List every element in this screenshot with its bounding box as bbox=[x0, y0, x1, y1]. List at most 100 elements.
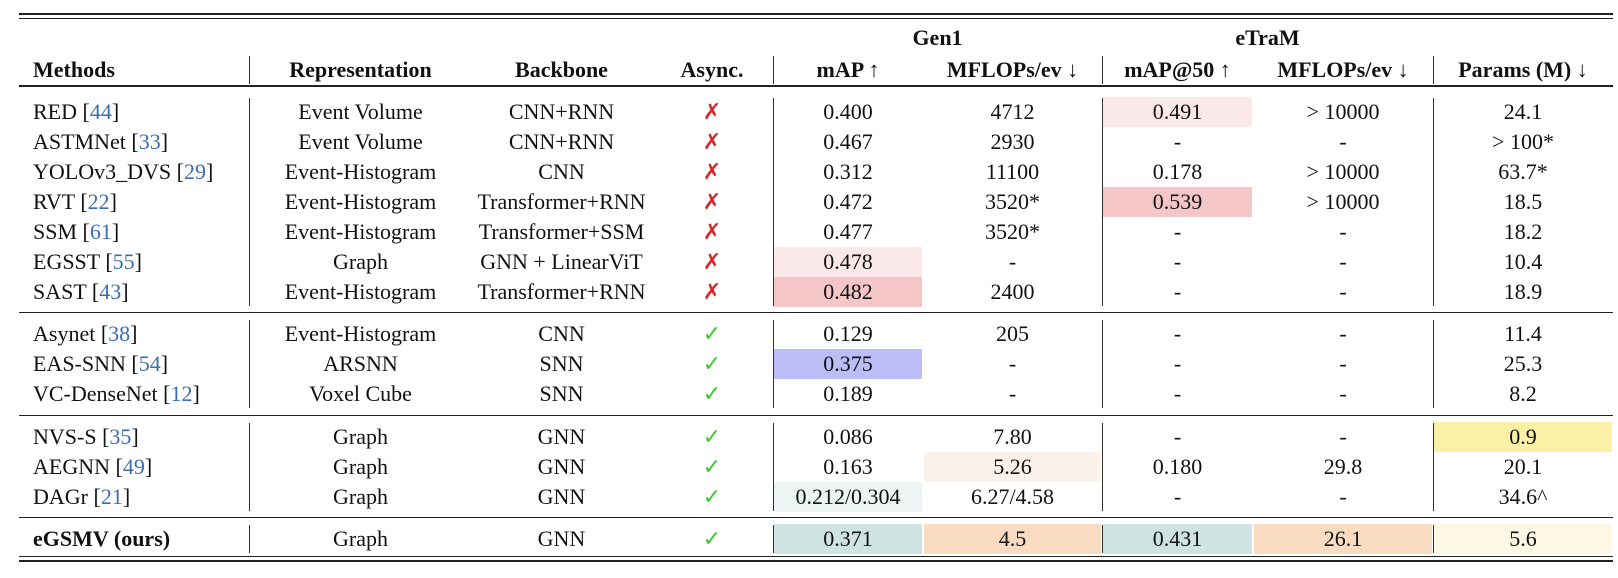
column-header: MFLOPs/ev ↓ bbox=[946, 57, 1079, 82]
column-divider bbox=[249, 98, 250, 306]
table-cell: - bbox=[1339, 321, 1347, 346]
table-cell: CNN bbox=[538, 159, 585, 184]
column-divider bbox=[773, 423, 774, 511]
table-cell: Graph bbox=[333, 454, 388, 479]
table-cell: CNN+RNN bbox=[508, 99, 615, 124]
cell-highlight bbox=[774, 349, 922, 379]
table-cell: 3520* bbox=[985, 189, 1040, 214]
column-header: mAP@50 ↑ bbox=[1124, 57, 1231, 82]
column-divider bbox=[1433, 56, 1434, 84]
column-divider bbox=[1102, 56, 1103, 84]
table-cell: > 10000 bbox=[1306, 99, 1380, 124]
method-name: SSM [61] bbox=[33, 219, 120, 244]
table-cell: ✗ bbox=[702, 129, 722, 154]
table-cell: Transformer+RNN bbox=[477, 279, 646, 304]
table-cell: - bbox=[1173, 129, 1182, 154]
table-cell: ✗ bbox=[702, 189, 722, 214]
table-cell: ✓ bbox=[702, 351, 722, 376]
column-divider bbox=[1102, 423, 1103, 511]
section-rule bbox=[19, 517, 1613, 518]
header-rule bbox=[19, 85, 1613, 87]
column-divider bbox=[249, 56, 250, 84]
table-cell: 0.482 bbox=[823, 279, 873, 304]
table-cell: - bbox=[1173, 424, 1182, 449]
column-divider bbox=[773, 56, 774, 84]
cell-highlight bbox=[924, 452, 1101, 482]
table-cell: 11.4 bbox=[1504, 321, 1542, 346]
table-cell: 0.477 bbox=[823, 219, 873, 244]
column-divider bbox=[1102, 320, 1103, 408]
table-cell: 10.4 bbox=[1503, 249, 1543, 274]
table-cell: - bbox=[1339, 129, 1347, 154]
table-cell: 0.312 bbox=[823, 159, 873, 184]
table-cell: GNN bbox=[537, 484, 586, 509]
table-cell: 0.539 bbox=[1152, 189, 1203, 214]
column-divider bbox=[1102, 525, 1103, 553]
column-header: Backbone bbox=[515, 57, 608, 82]
column-header: Representation bbox=[289, 57, 432, 82]
table-cell: - bbox=[1173, 219, 1182, 244]
method-name: YOLOv3_DVS [29] bbox=[33, 159, 214, 184]
table-cell: ✗ bbox=[702, 219, 722, 244]
column-divider bbox=[1433, 98, 1434, 306]
table-cell: - bbox=[1173, 279, 1182, 304]
table-cell: - bbox=[1173, 351, 1182, 376]
table-cell: 29.8 bbox=[1323, 454, 1363, 479]
table-cell: CNN+RNN bbox=[508, 129, 615, 154]
table-cell: - bbox=[1008, 381, 1017, 406]
column-divider bbox=[1102, 98, 1103, 306]
method-name: RED [44] bbox=[33, 99, 120, 124]
method-name: eGSMV (ours) bbox=[33, 526, 171, 551]
table-cell: 0.478 bbox=[823, 249, 873, 274]
table-cell: > 100* bbox=[1492, 129, 1554, 154]
column-divider bbox=[773, 98, 774, 306]
table-cell: ✓ bbox=[702, 526, 722, 551]
table-cell: - bbox=[1339, 219, 1347, 244]
table-cell: ARSNN bbox=[323, 351, 398, 376]
table-cell: Event-Histogram bbox=[284, 189, 437, 214]
table-cell: ✗ bbox=[702, 279, 722, 304]
column-divider bbox=[773, 525, 774, 553]
table-cell: 0.375 bbox=[823, 351, 873, 376]
cell-highlight bbox=[774, 247, 922, 277]
table-cell: 63.7* bbox=[1498, 159, 1548, 184]
column-divider bbox=[1433, 320, 1434, 408]
table-cell: Event Volume bbox=[298, 99, 423, 124]
table-cell: Voxel Cube bbox=[309, 381, 412, 406]
table-cell: ✓ bbox=[702, 381, 722, 406]
table-cell: ✗ bbox=[702, 159, 722, 184]
table-cell: Graph bbox=[333, 424, 388, 449]
table-cell: GNN bbox=[537, 424, 586, 449]
table-cell: 0.180 bbox=[1152, 454, 1203, 479]
bottom-rule bbox=[19, 556, 1613, 557]
table-cell: ✓ bbox=[702, 484, 722, 509]
table-cell: 205 bbox=[996, 321, 1029, 346]
table-cell: Event-Histogram bbox=[284, 321, 437, 346]
column-divider bbox=[249, 320, 250, 408]
table-cell: > 10000 bbox=[1306, 189, 1380, 214]
table-cell: 20.1 bbox=[1503, 454, 1543, 479]
table-cell: 0.189 bbox=[823, 381, 873, 406]
method-name: DAGr [21] bbox=[33, 484, 131, 509]
table-cell: GNN + LinearViT bbox=[480, 249, 643, 274]
table-cell: - bbox=[1339, 424, 1347, 449]
table-cell: 0.212/0.304 bbox=[795, 484, 901, 509]
table-cell: 5.26 bbox=[993, 454, 1032, 479]
table-cell: 5.6 bbox=[1509, 526, 1537, 551]
table-cell: Graph bbox=[333, 249, 388, 274]
table-cell: 0.178 bbox=[1152, 159, 1203, 184]
table-cell: - bbox=[1339, 381, 1347, 406]
table-cell: > 10000 bbox=[1306, 159, 1380, 184]
top-rule bbox=[19, 18, 1613, 19]
table-cell: 2400 bbox=[990, 279, 1035, 304]
bottom-rule bbox=[19, 560, 1613, 562]
cell-highlight bbox=[1103, 187, 1252, 217]
table-cell: Graph bbox=[333, 484, 388, 509]
table-cell: - bbox=[1339, 351, 1347, 376]
group-header: eTraM bbox=[1235, 25, 1300, 50]
table-cell: 18.5 bbox=[1503, 189, 1543, 214]
method-name: EAS-SNN [54] bbox=[33, 351, 169, 376]
cell-highlight bbox=[774, 482, 922, 512]
table-cell: SNN bbox=[539, 351, 584, 376]
